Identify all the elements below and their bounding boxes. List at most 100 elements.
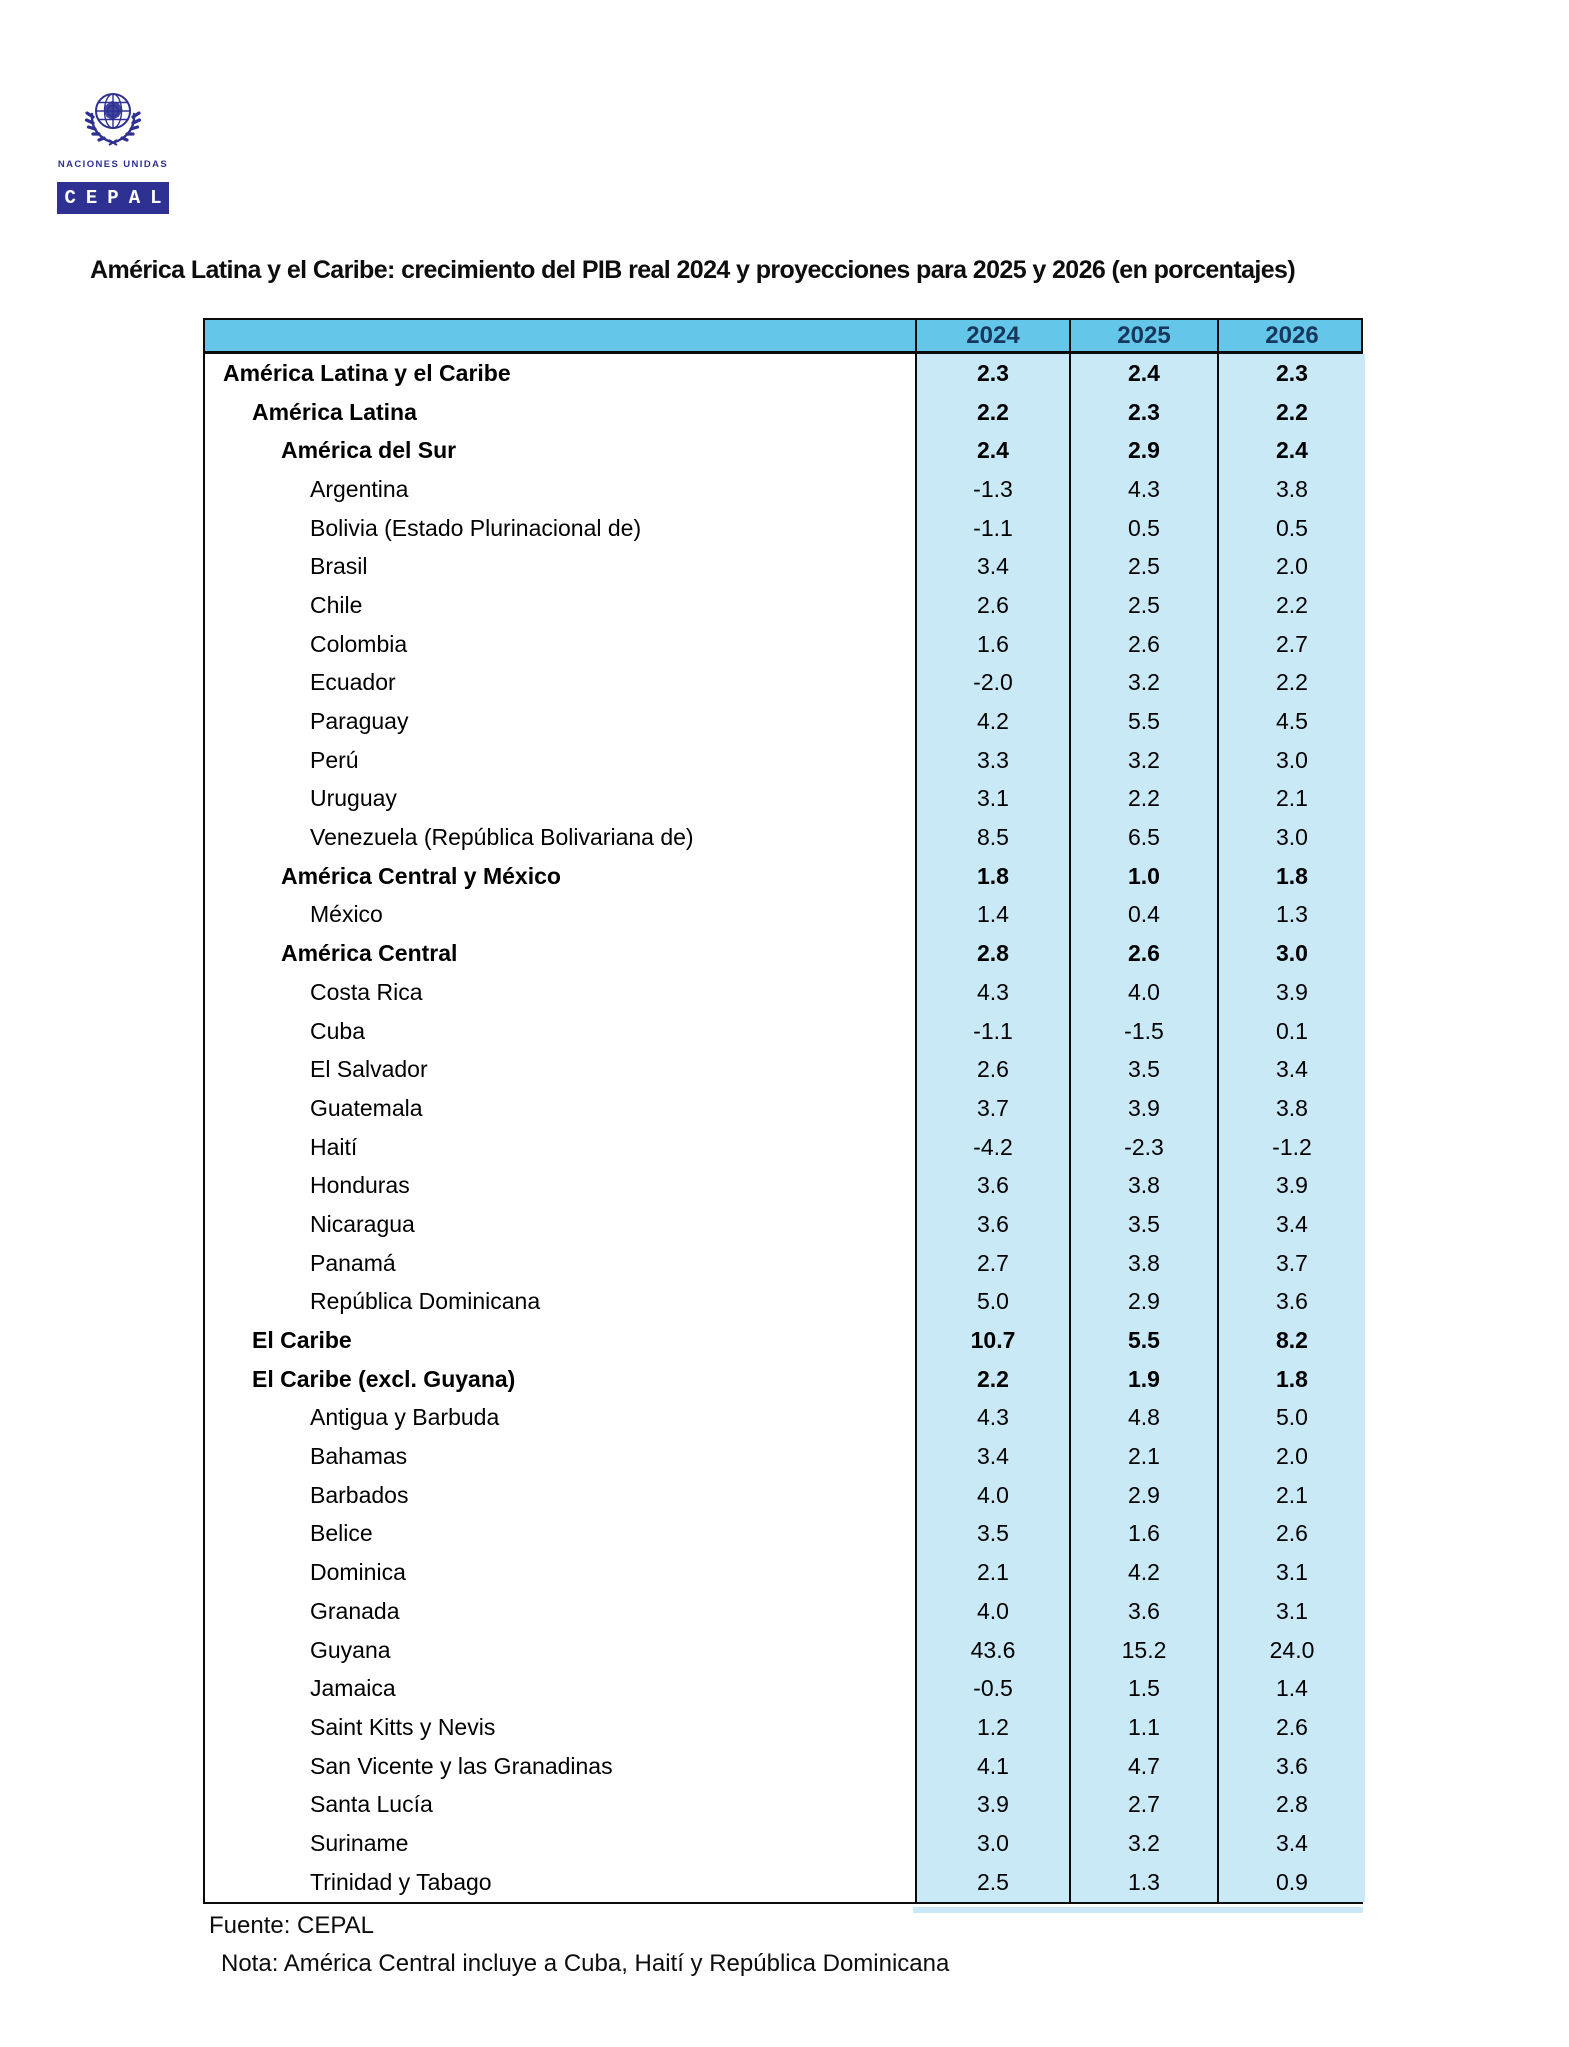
row-value-2026: 0.5 bbox=[1217, 508, 1365, 548]
table-row: América Latina 2.2 2.3 2.2 bbox=[205, 392, 1365, 432]
row-value-2024: 3.5 bbox=[915, 1514, 1069, 1554]
table-row: El Caribe 10.7 5.5 8.2 bbox=[205, 1321, 1365, 1360]
row-value-2024: 2.3 bbox=[915, 354, 1069, 393]
row-value-2026: 2.7 bbox=[1217, 624, 1365, 664]
row-value-2026: 1.3 bbox=[1217, 895, 1365, 935]
row-value-2026: 8.2 bbox=[1217, 1321, 1365, 1360]
table-row: Haití -4.2 -2.3 -1.2 bbox=[205, 1127, 1365, 1167]
row-value-2025: -2.3 bbox=[1069, 1127, 1217, 1167]
table-row: Belice 3.5 1.6 2.6 bbox=[205, 1514, 1365, 1554]
row-value-2025: 3.6 bbox=[1069, 1592, 1217, 1631]
row-value-2024: 8.5 bbox=[915, 818, 1069, 857]
header-empty-cell bbox=[205, 320, 915, 351]
cepal-wordmark: CEPAL bbox=[57, 182, 169, 214]
row-value-2026: 2.2 bbox=[1217, 392, 1365, 432]
row-label: México bbox=[205, 895, 915, 935]
row-label: Dominica bbox=[205, 1553, 915, 1592]
table-header-row: 2024 2025 2026 bbox=[205, 320, 1361, 354]
row-label: El Caribe bbox=[205, 1321, 915, 1360]
table-body: América Latina y el Caribe 2.3 2.4 2.3 A… bbox=[205, 354, 1365, 1902]
row-label: Nicaragua bbox=[205, 1205, 915, 1244]
row-value-2024: 2.4 bbox=[915, 431, 1069, 471]
row-label: El Caribe (excl. Guyana) bbox=[205, 1359, 915, 1399]
table-row: Bolivia (Estado Plurinacional de) -1.1 0… bbox=[205, 508, 1365, 548]
table-row: Panamá 2.7 3.8 3.7 bbox=[205, 1243, 1365, 1283]
row-value-2024: 3.7 bbox=[915, 1089, 1069, 1128]
header-year-2026: 2026 bbox=[1217, 320, 1365, 351]
row-label: América Latina bbox=[205, 392, 915, 432]
row-value-2025: 3.2 bbox=[1069, 1824, 1217, 1863]
row-value-2024: 4.3 bbox=[915, 973, 1069, 1012]
row-value-2026: 3.1 bbox=[1217, 1592, 1365, 1631]
row-value-2024: 3.1 bbox=[915, 779, 1069, 819]
row-value-2025: 1.1 bbox=[1069, 1708, 1217, 1747]
row-value-2026: 3.9 bbox=[1217, 1166, 1365, 1206]
row-label: América del Sur bbox=[205, 431, 915, 471]
naciones-unidas-label: NACIONES UNIDAS bbox=[57, 159, 169, 170]
row-value-2024: 3.6 bbox=[915, 1205, 1069, 1244]
row-value-2026: 3.0 bbox=[1217, 740, 1365, 780]
row-value-2025: 3.9 bbox=[1069, 1089, 1217, 1128]
row-label: Bolivia (Estado Plurinacional de) bbox=[205, 508, 915, 548]
row-value-2026: 3.0 bbox=[1217, 818, 1365, 857]
row-value-2026: 3.6 bbox=[1217, 1282, 1365, 1322]
row-value-2025: 5.5 bbox=[1069, 702, 1217, 741]
row-value-2024: 4.2 bbox=[915, 702, 1069, 741]
row-value-2024: 2.8 bbox=[915, 934, 1069, 973]
table-row: Brasil 3.4 2.5 2.0 bbox=[205, 547, 1365, 587]
header-year-2024: 2024 bbox=[915, 320, 1069, 351]
table-row: Colombia 1.6 2.6 2.7 bbox=[205, 624, 1365, 664]
row-label: Granada bbox=[205, 1592, 915, 1631]
row-value-2026: 2.0 bbox=[1217, 1437, 1365, 1476]
row-value-2026: 1.8 bbox=[1217, 1359, 1365, 1399]
row-value-2025: 2.6 bbox=[1069, 624, 1217, 664]
row-value-2024: -1.1 bbox=[915, 1011, 1069, 1051]
row-label: Suriname bbox=[205, 1824, 915, 1863]
row-value-2026: 3.4 bbox=[1217, 1205, 1365, 1244]
table-row: República Dominicana 5.0 2.9 3.6 bbox=[205, 1282, 1365, 1322]
row-label: República Dominicana bbox=[205, 1282, 915, 1322]
table-row: Bahamas 3.4 2.1 2.0 bbox=[205, 1437, 1365, 1476]
row-value-2026: 2.2 bbox=[1217, 586, 1365, 625]
table-row: Saint Kitts y Nevis 1.2 1.1 2.6 bbox=[205, 1708, 1365, 1747]
row-value-2025: 5.5 bbox=[1069, 1321, 1217, 1360]
row-value-2026: -1.2 bbox=[1217, 1127, 1365, 1167]
row-value-2026: 1.8 bbox=[1217, 856, 1365, 896]
row-label: Guyana bbox=[205, 1630, 915, 1670]
row-value-2026: 3.1 bbox=[1217, 1553, 1365, 1592]
row-value-2026: 3.0 bbox=[1217, 934, 1365, 973]
row-value-2025: 2.9 bbox=[1069, 431, 1217, 471]
row-value-2024: -1.1 bbox=[915, 508, 1069, 548]
row-value-2026: 2.0 bbox=[1217, 547, 1365, 587]
table-row: El Caribe (excl. Guyana) 2.2 1.9 1.8 bbox=[205, 1359, 1365, 1399]
table-row: Guatemala 3.7 3.9 3.8 bbox=[205, 1089, 1365, 1128]
row-value-2025: 1.5 bbox=[1069, 1669, 1217, 1709]
row-value-2024: 3.4 bbox=[915, 1437, 1069, 1476]
row-value-2025: 1.0 bbox=[1069, 856, 1217, 896]
row-value-2026: 1.4 bbox=[1217, 1669, 1365, 1709]
row-value-2024: 3.4 bbox=[915, 547, 1069, 587]
table-row: Costa Rica 4.3 4.0 3.9 bbox=[205, 973, 1365, 1012]
row-label: Venezuela (República Bolivariana de) bbox=[205, 818, 915, 857]
table-row: México 1.4 0.4 1.3 bbox=[205, 895, 1365, 935]
table-row: América Central y México 1.8 1.0 1.8 bbox=[205, 856, 1365, 896]
row-value-2026: 24.0 bbox=[1217, 1630, 1365, 1670]
row-value-2024: 2.1 bbox=[915, 1553, 1069, 1592]
row-value-2025: 1.3 bbox=[1069, 1862, 1217, 1902]
row-value-2025: 3.8 bbox=[1069, 1166, 1217, 1206]
row-value-2025: 3.2 bbox=[1069, 663, 1217, 703]
row-value-2025: 4.8 bbox=[1069, 1398, 1217, 1438]
row-value-2025: 15.2 bbox=[1069, 1630, 1217, 1670]
row-value-2026: 2.8 bbox=[1217, 1785, 1365, 1825]
cepal-logo: NACIONES UNIDAS CEPAL bbox=[57, 84, 169, 214]
row-value-2025: 3.5 bbox=[1069, 1205, 1217, 1244]
table-row: Uruguay 3.1 2.2 2.1 bbox=[205, 779, 1365, 819]
row-label: El Salvador bbox=[205, 1050, 915, 1090]
table-row: Antigua y Barbuda 4.3 4.8 5.0 bbox=[205, 1398, 1365, 1438]
row-label: Cuba bbox=[205, 1011, 915, 1051]
row-value-2026: 3.4 bbox=[1217, 1050, 1365, 1090]
row-label: Antigua y Barbuda bbox=[205, 1398, 915, 1438]
row-value-2025: 0.4 bbox=[1069, 895, 1217, 935]
row-value-2026: 3.6 bbox=[1217, 1746, 1365, 1786]
row-value-2024: 1.8 bbox=[915, 856, 1069, 896]
